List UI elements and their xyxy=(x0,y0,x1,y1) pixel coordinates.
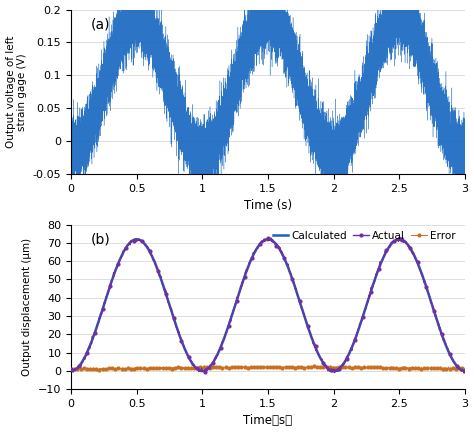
Calculated xyxy=(376,266,382,271)
Actual xyxy=(462,369,468,374)
Calculated xyxy=(383,250,389,255)
Calculated xyxy=(339,363,345,368)
Error xyxy=(242,365,248,370)
Legend: Calculated, Actual, Error: Calculated, Actual, Error xyxy=(269,226,460,245)
Actual xyxy=(68,367,74,372)
Calculated xyxy=(134,237,139,242)
Error xyxy=(311,364,317,369)
Error xyxy=(462,366,468,372)
Actual xyxy=(339,363,345,368)
Calculated xyxy=(109,280,114,285)
Calculated xyxy=(228,317,234,322)
Actual xyxy=(375,267,381,272)
X-axis label: Time (s): Time (s) xyxy=(244,199,292,212)
Calculated xyxy=(68,368,74,374)
Error xyxy=(68,367,74,372)
Error xyxy=(376,365,382,370)
Error xyxy=(72,368,77,373)
Line: Actual: Actual xyxy=(70,236,466,375)
X-axis label: Time（s）: Time（s） xyxy=(244,414,292,427)
Y-axis label: Output displacement (μm): Output displacement (μm) xyxy=(22,238,32,376)
Actual xyxy=(461,371,467,376)
Error xyxy=(383,365,389,370)
Error xyxy=(228,365,234,370)
Text: (a): (a) xyxy=(91,18,110,32)
Y-axis label: Output voltage of left
strain gage (V): Output voltage of left strain gage (V) xyxy=(6,36,27,148)
Line: Error: Error xyxy=(70,365,466,372)
Error xyxy=(109,365,115,371)
Calculated xyxy=(242,273,248,278)
Actual xyxy=(109,278,114,284)
Actual xyxy=(242,274,247,279)
Actual xyxy=(398,235,403,240)
Calculated xyxy=(462,368,468,374)
Actual xyxy=(383,249,388,254)
Actual xyxy=(228,317,233,322)
Error xyxy=(339,365,345,370)
Line: Calculated: Calculated xyxy=(71,239,465,371)
Text: (b): (b) xyxy=(91,233,110,247)
